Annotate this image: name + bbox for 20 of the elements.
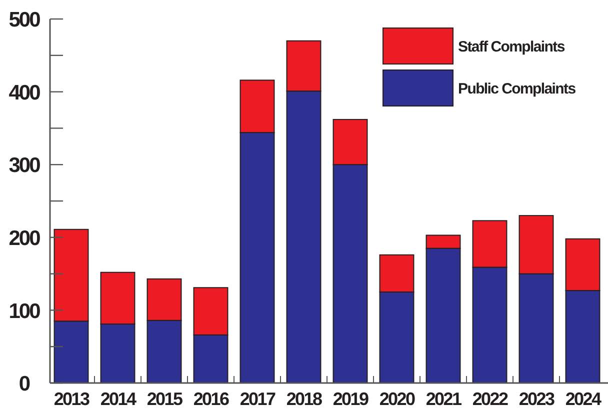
x-tick-label: 2022 (472, 389, 508, 409)
x-tick-label: 2021 (426, 389, 462, 409)
legend-label: Public Complaints (458, 80, 576, 98)
x-tick-label: 2019 (332, 389, 369, 409)
y-tick-label: 200 (8, 226, 40, 250)
y-tick-label: 300 (8, 154, 40, 178)
legend-label: Staff Complaints (458, 38, 565, 56)
y-tick-label: 100 (8, 300, 40, 323)
x-tick-label: 2017 (240, 389, 276, 409)
x-tick-label: 2018 (286, 389, 322, 409)
x-tick-label: 2016 (193, 389, 230, 409)
x-tick-label: 2014 (100, 389, 136, 409)
x-tick-label: 2020 (379, 389, 416, 409)
y-tick-label: 400 (8, 81, 40, 104)
y-tick-label: 500 (8, 8, 40, 32)
y-tick-label: 0 (18, 372, 30, 396)
x-tick-label: 2015 (146, 389, 183, 409)
x-tick-label: 2024 (565, 389, 602, 409)
x-tick-label: 2023 (518, 389, 555, 409)
x-tick-label: 2013 (54, 389, 90, 409)
